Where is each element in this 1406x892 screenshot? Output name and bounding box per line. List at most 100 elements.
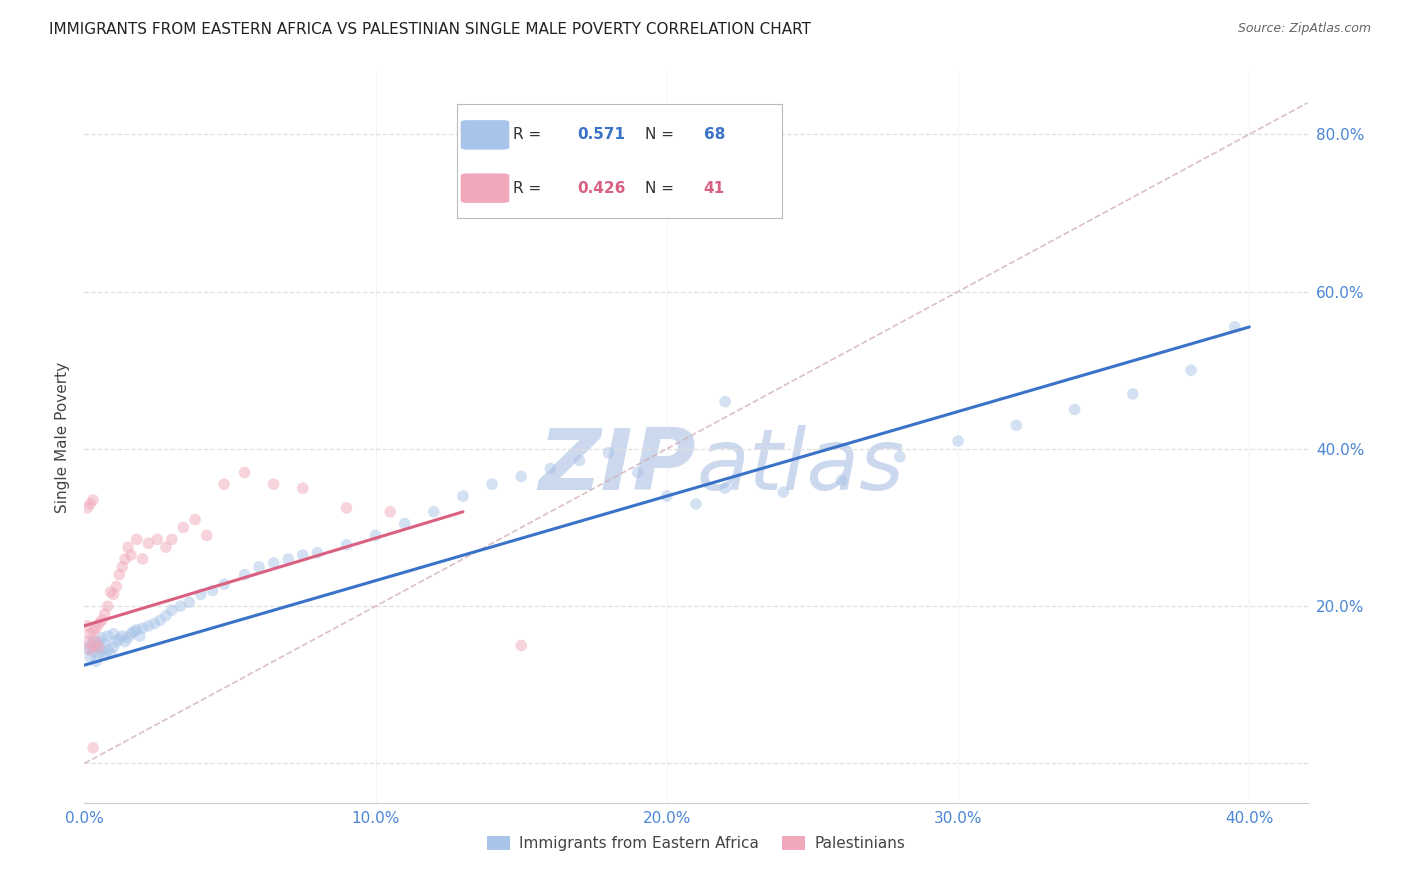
Point (82, 645, 104, 659)
Point (117, 631, 139, 645)
Point (120, 626, 142, 640)
Point (111, 629, 134, 643)
Point (122, 624, 145, 639)
Point (90, 644, 112, 658)
Point (155, 608, 177, 623)
Point (380, 505, 402, 519)
Point (97, 599, 120, 614)
Point (100, 646, 122, 660)
Point (772, 485, 794, 500)
Point (143, 616, 166, 631)
Point (946, 434, 969, 448)
Point (538, 461, 561, 475)
Point (481, 477, 503, 491)
Point (1223, 320, 1246, 334)
Point (685, 497, 707, 511)
Point (128, 629, 150, 643)
Point (82, 493, 104, 508)
Point (79, 650, 101, 665)
Point (108, 632, 131, 647)
Point (138, 619, 160, 633)
Point (84, 654, 107, 668)
Text: IMMIGRANTS FROM EASTERN AFRICA VS PALESTINIAN SINGLE MALE POVERTY CORRELATION CH: IMMIGRANTS FROM EASTERN AFRICA VS PALEST… (49, 22, 811, 37)
Point (114, 634, 136, 648)
Point (76, 634, 98, 648)
Point (97, 642, 120, 657)
Point (263, 556, 285, 570)
Point (87, 634, 110, 648)
Point (120, 548, 142, 562)
Point (108, 567, 131, 582)
Legend: Immigrants from Eastern Africa, Palestinians: Immigrants from Eastern Africa, Palestin… (481, 830, 911, 857)
Point (79, 642, 101, 657)
Point (111, 559, 134, 574)
Point (82, 639, 104, 653)
Point (84, 634, 107, 648)
Point (146, 533, 169, 547)
Point (423, 505, 446, 519)
Point (212, 477, 235, 491)
Point (76, 642, 98, 657)
Point (568, 453, 591, 467)
Point (76, 500, 98, 515)
Point (889, 450, 911, 464)
Point (93, 637, 115, 651)
Point (87, 646, 110, 660)
Point (714, 481, 737, 495)
Point (335, 500, 357, 515)
Point (79, 626, 101, 640)
Point (97, 629, 120, 643)
Point (100, 585, 122, 599)
Point (93, 648, 115, 662)
Point (125, 623, 148, 637)
Point (233, 567, 256, 582)
Text: ZIP: ZIP (538, 425, 696, 508)
Point (90, 631, 112, 645)
Point (195, 528, 218, 542)
Point (212, 577, 235, 591)
Point (103, 587, 125, 601)
Point (179, 595, 201, 609)
Point (149, 613, 172, 627)
Y-axis label: Single Male Poverty: Single Male Poverty (55, 361, 70, 513)
Point (76, 619, 98, 633)
Point (79, 497, 101, 511)
Point (79, 639, 101, 653)
Point (84, 621, 107, 635)
Point (169, 599, 191, 614)
Point (201, 583, 224, 598)
Point (1122, 387, 1144, 401)
Point (125, 533, 148, 547)
Point (117, 540, 139, 554)
Point (93, 607, 115, 621)
Point (655, 489, 678, 503)
Point (160, 603, 183, 617)
Point (291, 548, 314, 562)
Text: Source: ZipAtlas.com: Source: ZipAtlas.com (1237, 22, 1371, 36)
Point (87, 640, 110, 654)
Point (87, 616, 110, 631)
Point (831, 473, 853, 487)
Point (131, 621, 153, 635)
Point (155, 540, 177, 554)
Point (263, 477, 285, 491)
Point (105, 634, 128, 648)
Point (138, 536, 160, 550)
Point (105, 580, 128, 594)
Point (172, 520, 194, 534)
Point (277, 552, 299, 566)
Point (247, 559, 270, 574)
Point (103, 626, 125, 640)
Point (90, 613, 112, 627)
Point (394, 516, 416, 531)
Point (714, 394, 737, 409)
Point (82, 634, 104, 648)
Point (84, 640, 107, 654)
Point (451, 489, 474, 503)
Point (335, 538, 357, 552)
Point (1005, 418, 1028, 433)
Point (291, 481, 314, 495)
Point (82, 740, 104, 755)
Point (103, 640, 125, 654)
Point (233, 466, 256, 480)
